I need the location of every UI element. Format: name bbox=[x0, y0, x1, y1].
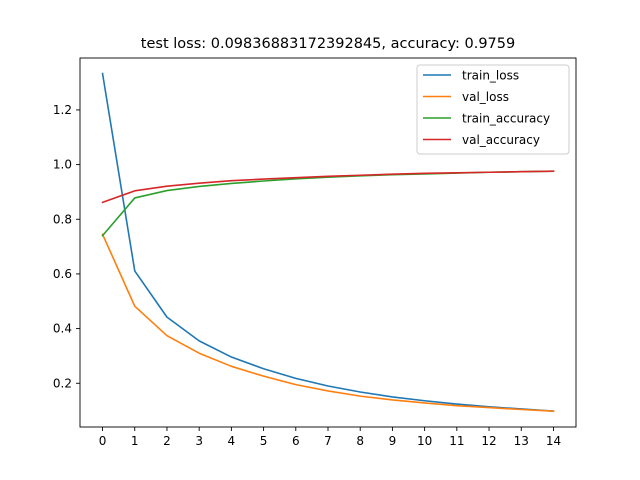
legend-label-val-loss: val_loss bbox=[462, 90, 509, 104]
series-line-train-loss bbox=[101, 72, 555, 413]
y-tick-label: 0.8 bbox=[53, 212, 72, 226]
legend-box bbox=[416, 64, 570, 155]
x-tick-label: 5 bbox=[260, 434, 268, 448]
x-tick-label: 7 bbox=[324, 434, 332, 448]
y-tick-label: 1.2 bbox=[53, 103, 72, 117]
y-axis: 0.2 0.4 0.6 0.8 1.0 1.2 bbox=[53, 103, 80, 390]
x-tick-label: 13 bbox=[514, 434, 529, 448]
x-tick-label: 1 bbox=[131, 434, 139, 448]
plot-lines bbox=[101, 72, 555, 413]
x-tick-label: 3 bbox=[195, 434, 203, 448]
y-tick-label: 0.6 bbox=[53, 267, 72, 281]
series-line-val-loss bbox=[101, 233, 555, 412]
x-axis: 0 1 2 3 4 5 6 7 8 9 10 11 12 13 14 bbox=[99, 427, 561, 448]
x-tick-label: 9 bbox=[389, 434, 397, 448]
chart-title: test loss: 0.09836883172392845, accuracy… bbox=[141, 36, 515, 52]
x-tick-label: 11 bbox=[449, 434, 464, 448]
x-tick-label: 8 bbox=[356, 434, 364, 448]
x-tick-label: 0 bbox=[99, 434, 107, 448]
x-tick-label: 2 bbox=[163, 434, 171, 448]
x-tick-label: 12 bbox=[481, 434, 496, 448]
legend-label-train-loss: train_loss bbox=[462, 69, 519, 83]
x-tick-label: 6 bbox=[292, 434, 300, 448]
series-line-val-accuracy bbox=[101, 170, 555, 204]
y-tick-label: 0.4 bbox=[53, 322, 72, 336]
x-tick-label: 4 bbox=[228, 434, 236, 448]
legend-label-val-accuracy: val_accuracy bbox=[462, 133, 540, 147]
legend: train_loss val_loss train_accuracy val_accu… bbox=[416, 64, 570, 155]
y-tick-label: 0.2 bbox=[53, 376, 72, 390]
y-tick-label: 1.0 bbox=[53, 158, 72, 172]
legend-label-train-accuracy: train_accuracy bbox=[462, 112, 550, 126]
x-tick-label: 10 bbox=[417, 434, 432, 448]
x-tick-label: 14 bbox=[546, 434, 561, 448]
